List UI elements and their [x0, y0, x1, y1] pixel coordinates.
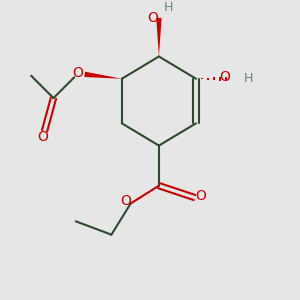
Polygon shape [156, 18, 162, 56]
Text: O: O [120, 194, 131, 208]
Text: O: O [220, 70, 231, 84]
Polygon shape [84, 72, 122, 79]
Text: O: O [37, 130, 48, 144]
Text: O: O [147, 11, 158, 25]
Text: O: O [196, 189, 206, 203]
Text: H: H [243, 72, 253, 85]
Text: O: O [73, 66, 84, 80]
Text: H: H [164, 1, 173, 14]
